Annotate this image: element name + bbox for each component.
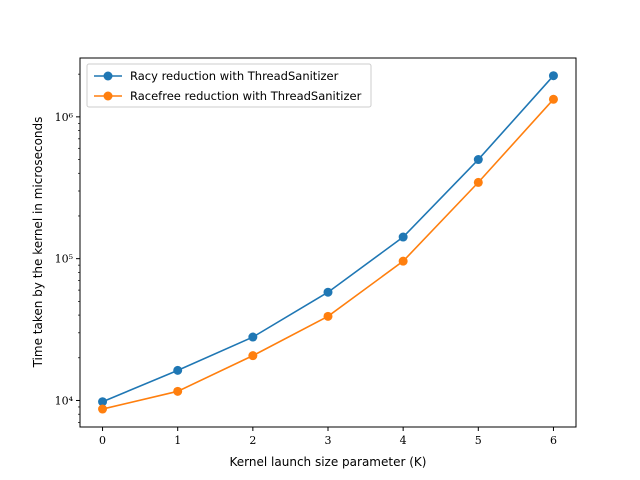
data-point <box>473 155 483 165</box>
data-point <box>398 256 408 266</box>
y-tick-label: 10⁵ <box>55 253 73 266</box>
y-tick-label: 10⁴ <box>55 394 74 407</box>
x-tick-label: 1 <box>174 434 181 447</box>
legend-marker-racefree <box>103 91 113 101</box>
y-axis: 10⁴ 10⁵ 10⁶ <box>55 73 80 423</box>
x-axis-label: Kernel launch size parameter (K) <box>230 455 427 469</box>
legend-label-racy: Racy reduction with ThreadSanitizer <box>130 69 339 83</box>
data-point <box>173 386 183 396</box>
x-tick-label: 5 <box>475 434 482 447</box>
y-tick-label: 10⁶ <box>55 111 74 124</box>
x-tick-label: 3 <box>325 434 332 447</box>
data-point <box>98 397 108 407</box>
series-layer <box>98 71 558 414</box>
data-point <box>548 71 558 81</box>
data-point <box>323 287 333 297</box>
data-point <box>248 332 258 342</box>
x-tick-label: 2 <box>249 434 256 447</box>
x-tick-label: 0 <box>99 434 106 447</box>
legend-box <box>86 63 372 108</box>
data-point <box>473 177 483 187</box>
data-point <box>548 94 558 104</box>
legend-marker-racy <box>103 71 113 81</box>
legend: Racy reduction with ThreadSanitizer Race… <box>86 63 372 108</box>
data-point <box>248 351 258 361</box>
data-point <box>323 311 333 321</box>
legend-label-racefree: Racefree reduction with ThreadSanitizer <box>130 89 362 103</box>
y-axis-label: Time taken by the kernel in microseconds <box>31 117 45 369</box>
x-tick-label: 4 <box>400 434 407 447</box>
data-point <box>173 365 183 375</box>
data-point <box>98 404 108 414</box>
x-tick-label: 6 <box>550 434 557 447</box>
data-point <box>398 232 408 242</box>
x-axis: 0 1 2 3 4 5 6 <box>99 427 557 447</box>
